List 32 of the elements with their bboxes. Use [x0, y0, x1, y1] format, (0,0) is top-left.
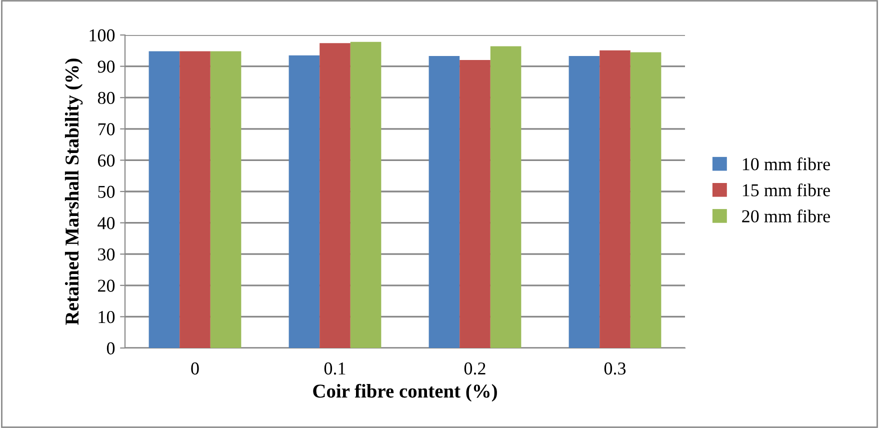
- x-tick-label: 0.3: [604, 362, 626, 375]
- y-tick-label: 70: [98, 123, 115, 136]
- bar: [600, 50, 630, 348]
- x-tick-label: 0: [191, 362, 199, 375]
- bar: [428, 56, 460, 348]
- y-tick-label: 30: [98, 248, 115, 261]
- bar: [180, 51, 210, 348]
- bar: [460, 60, 490, 348]
- y-tick-label: 40: [98, 217, 115, 230]
- bar: [490, 46, 522, 348]
- legend-label: 20 mm fibre: [742, 210, 830, 222]
- bar: [210, 51, 242, 348]
- y-tick-label: 100: [90, 29, 115, 42]
- bar: [288, 55, 320, 348]
- x-axis-title: Coir fibre content (%): [313, 384, 497, 402]
- y-tick-label: 0: [106, 342, 115, 354]
- y-tick-label: 50: [98, 186, 115, 198]
- bar: [568, 56, 600, 348]
- y-tick-label: 90: [98, 60, 115, 73]
- y-tick-label: 10: [98, 310, 115, 324]
- y-tick-label: 80: [98, 92, 115, 104]
- legend-label: 15 mm fibre: [742, 183, 830, 196]
- bar: [630, 52, 662, 348]
- bar: [350, 42, 382, 348]
- y-axis-title: Retained Marshall Stability (%): [64, 58, 83, 325]
- y-tick-label: 60: [98, 154, 115, 167]
- y-tick-label: 20: [98, 280, 115, 292]
- x-tick-label: 0.1: [324, 362, 346, 375]
- bar: [148, 51, 180, 348]
- x-tick-label: 0.2: [464, 362, 486, 375]
- bar: [320, 43, 350, 348]
- legend-label: 10 mm fibre: [742, 157, 830, 170]
